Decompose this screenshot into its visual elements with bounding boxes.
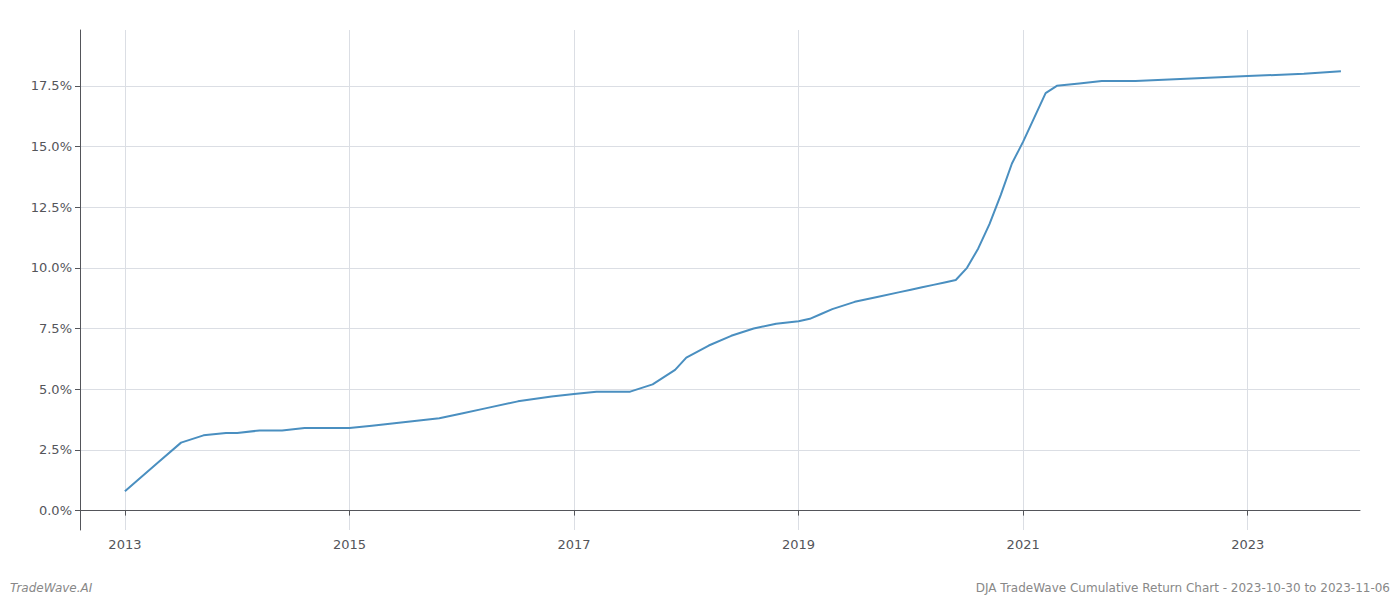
svg-text:DJA TradeWave Cumulative Retur: DJA TradeWave Cumulative Return Chart - … bbox=[976, 581, 1390, 595]
svg-text:2015: 2015 bbox=[333, 537, 366, 552]
svg-text:0.0%: 0.0% bbox=[39, 503, 72, 518]
svg-text:2013: 2013 bbox=[108, 537, 141, 552]
svg-text:2023: 2023 bbox=[1231, 537, 1264, 552]
svg-text:12.5%: 12.5% bbox=[31, 200, 72, 215]
svg-text:2021: 2021 bbox=[1007, 537, 1040, 552]
svg-text:5.0%: 5.0% bbox=[39, 382, 72, 397]
svg-text:10.0%: 10.0% bbox=[31, 260, 72, 275]
svg-text:2017: 2017 bbox=[557, 537, 590, 552]
svg-text:2019: 2019 bbox=[782, 537, 815, 552]
svg-text:TradeWave.AI: TradeWave.AI bbox=[10, 581, 93, 595]
svg-text:2.5%: 2.5% bbox=[39, 442, 72, 457]
svg-text:15.0%: 15.0% bbox=[31, 139, 72, 154]
svg-text:7.5%: 7.5% bbox=[39, 321, 72, 336]
svg-text:17.5%: 17.5% bbox=[31, 78, 72, 93]
